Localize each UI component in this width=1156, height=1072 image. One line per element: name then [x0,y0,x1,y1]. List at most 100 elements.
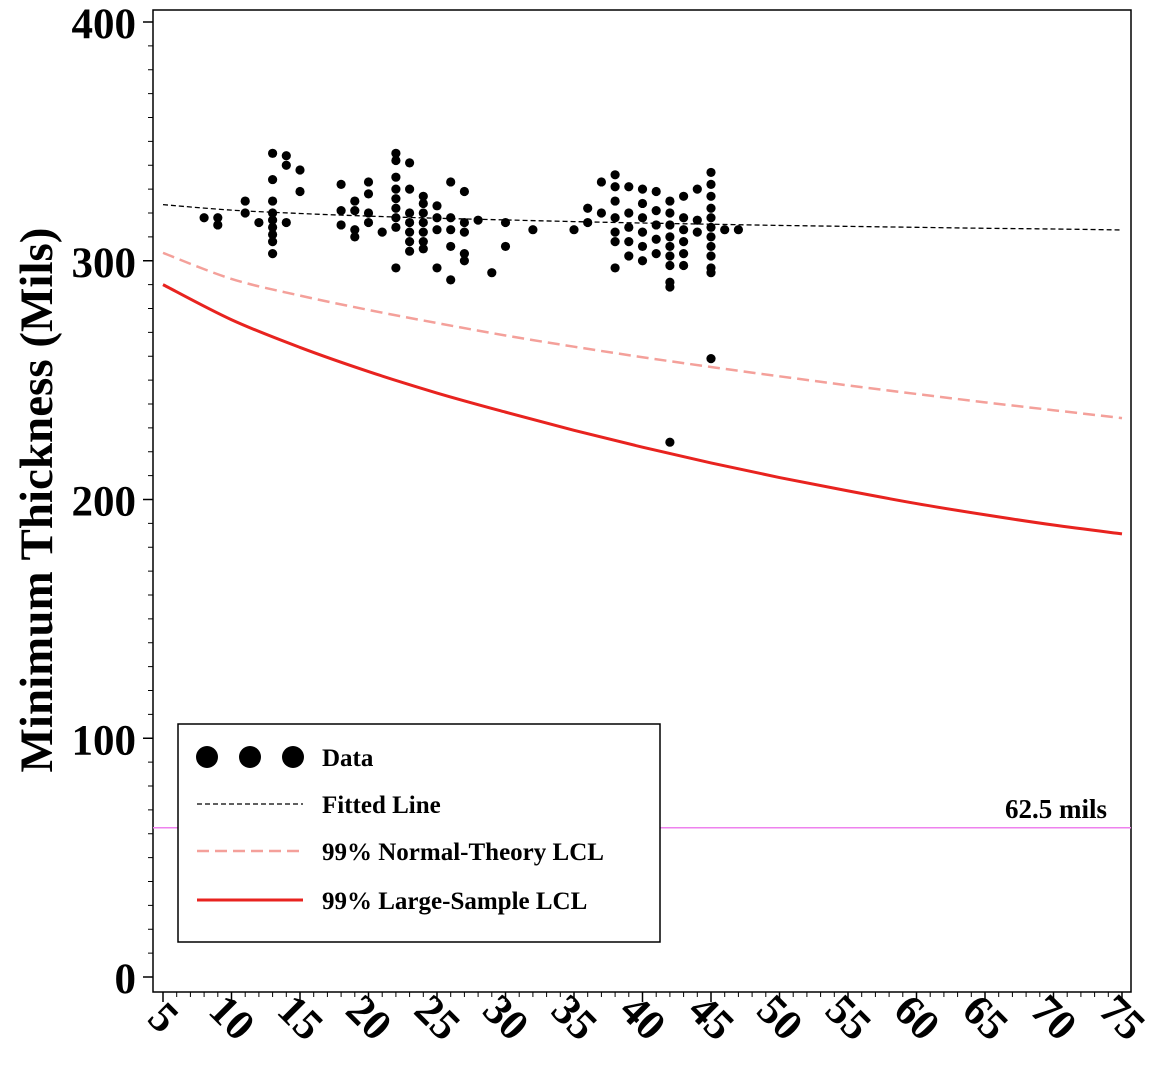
y-axis-title: Minimum Thickness (Mils) [11,228,63,773]
data-point [665,220,675,230]
data-point [706,203,716,213]
data-point [295,186,305,197]
x-tick-label: 45 [679,986,743,1050]
data-point [624,237,634,247]
data-point [268,229,278,240]
data-point [446,225,456,235]
data-point [679,237,689,247]
data-point [405,246,415,256]
data-point [391,194,401,204]
data-point [254,217,264,228]
legend-label: Fitted Line [322,792,441,819]
data-point [363,217,374,228]
y-tick-label: 100 [72,717,137,764]
data-point [418,217,428,228]
y-tick-label: 200 [72,479,137,526]
data-point [213,213,223,223]
data-point [651,248,661,259]
data-point [363,208,374,218]
data-point [418,237,428,247]
x-tick-label: 55 [816,986,880,1050]
data-point [391,148,401,158]
x-tick-label: 75 [1090,986,1154,1050]
data-point [432,225,442,235]
data-point [569,225,579,235]
data-point [405,158,415,168]
data-point [692,227,702,237]
data-point [391,184,401,194]
data-point [405,208,415,218]
data-point [692,215,702,225]
x-tick-label: 15 [268,986,332,1050]
data-point [336,206,346,216]
data-point [281,217,291,228]
reference-line-label: 62.5 mils [1005,794,1107,824]
data-point [295,165,305,175]
data-point [432,213,442,223]
y-tick-label: 300 [72,240,137,287]
legend-marker [196,746,218,768]
data-point [432,201,442,211]
data-point [679,191,689,201]
data-point [706,268,716,278]
data-point [679,213,689,223]
data-point [350,196,360,206]
data-point [446,241,456,252]
legend-label: 99% Large-Sample LCL [322,888,587,915]
series-line-fitted-line [162,203,1123,231]
data-point [350,206,360,216]
x-tick-label: 60 [885,986,949,1050]
x-tick-label: 30 [474,986,538,1050]
data-point [405,184,415,194]
data-point [268,174,278,185]
data-point [336,179,346,189]
data-point [268,148,278,158]
data-point [665,437,675,447]
data-point [706,241,716,252]
data-point [583,203,593,213]
data-point [610,196,620,206]
series-lines [162,203,1123,536]
data-point [665,208,675,218]
x-tick-label: 50 [748,986,812,1050]
legend-marker [282,746,304,768]
data-point [268,196,278,206]
data-point [391,203,401,213]
y-tick-label: 400 [72,1,137,48]
data-point [268,222,278,232]
data-point [651,186,661,197]
data-point [610,263,620,273]
data-points [199,148,744,447]
x-axis: 5 10 15 20 25 30 35 40 45 50 55 60 65 70 75 [139,986,1154,1050]
data-point [706,179,716,189]
series-line-99-large-sample-lcl [162,283,1123,536]
data-point [268,208,278,218]
data-point [418,227,428,237]
data-point [651,234,661,244]
data-point [213,220,223,230]
legend-marker [239,746,261,768]
x-tick-label: 10 [200,986,264,1050]
x-tick-label: 40 [611,986,675,1050]
data-point [500,241,511,252]
data-point [363,189,374,199]
data-point [610,170,620,180]
data-point [418,244,428,254]
data-point [418,208,428,218]
data-point [377,227,387,237]
data-point [706,213,716,223]
data-point [610,227,620,237]
data-point [706,251,716,261]
data-point [268,237,278,247]
series-line-99-normal-theory-lcl [162,251,1123,420]
data-point [610,237,620,247]
y-tick-label: 0 [115,956,137,1003]
data-point [665,251,675,261]
data-point [637,241,648,252]
data-point [624,222,634,232]
data-point [651,206,661,216]
data-point [706,232,716,242]
data-point [459,256,469,266]
data-point [350,232,360,242]
